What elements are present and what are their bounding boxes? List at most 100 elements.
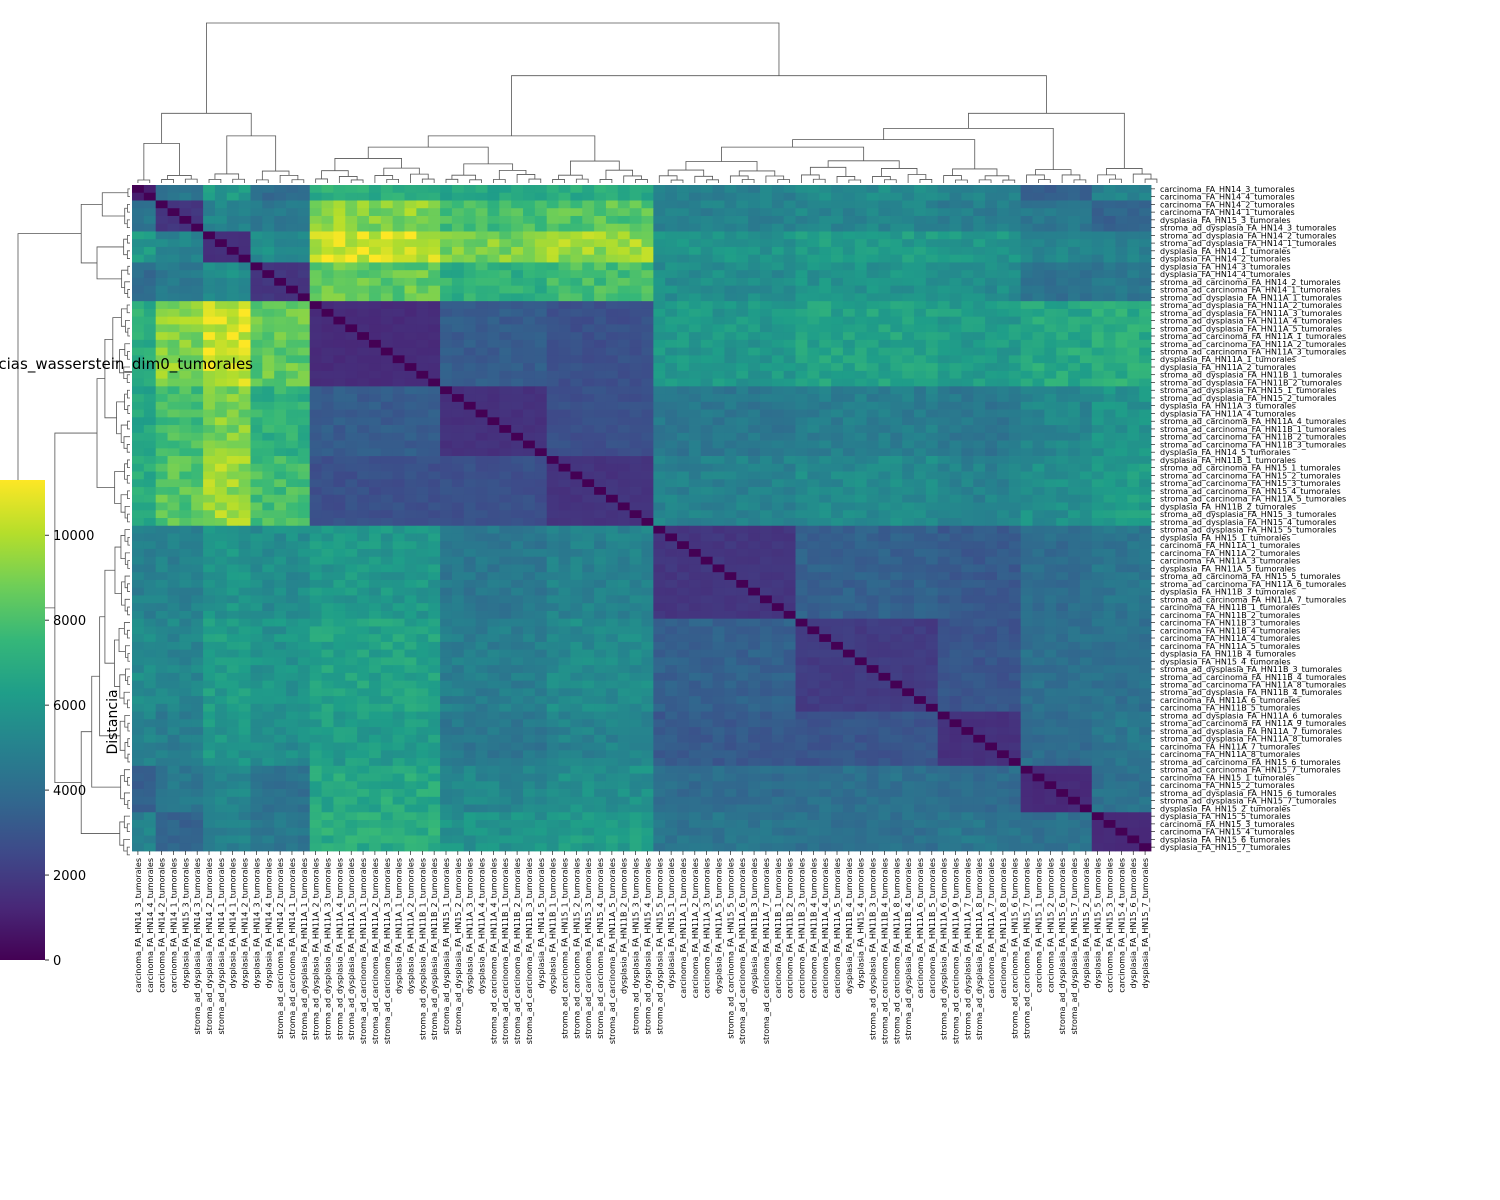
heatmap-cell: [392, 432, 405, 441]
heatmap-cell: [914, 231, 927, 240]
heatmap-cell: [534, 223, 548, 232]
heatmap-cell: [961, 603, 974, 612]
heatmap-cell: [842, 293, 856, 302]
heatmap-cell: [665, 301, 678, 310]
heatmap-cell: [286, 293, 299, 302]
heatmap-cell: [511, 215, 524, 225]
heatmap-cell: [937, 355, 950, 364]
heatmap-cell: [973, 370, 986, 379]
dendrogram-link: [120, 308, 128, 327]
heatmap-cell: [1008, 324, 1022, 333]
heatmap-cell: [925, 200, 939, 209]
heatmap-cell: [368, 231, 382, 240]
heatmap-cell: [1103, 471, 1116, 480]
heatmap-cell: [700, 510, 713, 519]
heatmap-cell: [1079, 332, 1093, 341]
heatmap-cell: [1079, 324, 1093, 333]
heatmap-cell: [748, 239, 761, 248]
heatmap-cell: [996, 254, 1010, 263]
heatmap-cell: [143, 394, 157, 403]
heatmap-cell: [914, 425, 927, 434]
heatmap-cell: [487, 262, 500, 271]
heatmap-cell: [665, 200, 678, 209]
heatmap-cell: [534, 324, 548, 333]
heatmap-cell: [724, 556, 737, 565]
heatmap-cell: [582, 285, 595, 294]
heatmap-cell: [605, 448, 619, 457]
heatmap-cell: [866, 409, 879, 418]
dendrogram-link: [118, 627, 126, 652]
heatmap-cell: [309, 471, 322, 480]
heatmap-cell: [191, 185, 204, 194]
heatmap-cell: [155, 448, 168, 457]
heatmap-cell: [309, 417, 322, 426]
heatmap-cell: [1020, 270, 1033, 279]
heatmap-cell: [937, 432, 950, 441]
heatmap-cell: [167, 239, 180, 248]
heatmap-cell: [961, 595, 974, 604]
heatmap-cell: [191, 363, 204, 372]
heatmap-cell: [973, 394, 986, 403]
heatmap-cell: [404, 277, 417, 287]
heatmap-cell: [226, 208, 240, 217]
heatmap-cell: [1091, 363, 1105, 372]
heatmap-cell: [759, 239, 773, 248]
heatmap-cell: [783, 200, 796, 209]
heatmap-cell: [534, 409, 548, 418]
heatmap-cell: [1091, 316, 1105, 325]
heatmap-cell: [1079, 425, 1093, 434]
heatmap-cell: [451, 587, 465, 596]
heatmap-cell: [985, 564, 998, 573]
heatmap-cell: [700, 200, 713, 209]
heatmap-cell: [1008, 417, 1022, 426]
heatmap-cell: [167, 231, 180, 240]
heatmap-cell: [842, 185, 856, 194]
heatmap-cell: [688, 518, 702, 527]
heatmap-cell: [191, 262, 204, 271]
heatmap-cell: [286, 262, 299, 271]
heatmap-cell: [297, 471, 311, 480]
heatmap-cell: [1044, 448, 1057, 457]
heatmap-cell: [262, 595, 275, 604]
heatmap-cell: [854, 254, 868, 263]
heatmap-cell: [226, 564, 240, 573]
heatmap-cell: [333, 386, 346, 395]
heatmap-cell: [1139, 487, 1152, 496]
heatmap-cell: [854, 394, 868, 403]
heatmap-cell: [392, 223, 405, 232]
heatmap-cell: [1115, 448, 1128, 457]
heatmap-cell: [688, 347, 702, 356]
heatmap-cell: [996, 572, 1010, 581]
heatmap-cell: [807, 432, 820, 441]
heatmap-cell: [297, 285, 311, 294]
heatmap-cell: [771, 208, 785, 217]
heatmap-cell: [605, 363, 619, 372]
heatmap-cell: [961, 518, 974, 527]
heatmap-cell: [333, 208, 346, 217]
heatmap-cell: [831, 556, 844, 565]
heatmap-cell: [297, 579, 311, 589]
heatmap-cell: [451, 270, 465, 279]
heatmap-cell: [783, 518, 796, 527]
heatmap-cell: [155, 277, 168, 287]
heatmap-cell: [321, 324, 334, 333]
heatmap-cell: [463, 215, 477, 225]
heatmap-cell: [1139, 200, 1152, 209]
heatmap-cell: [819, 556, 832, 565]
heatmap-cell: [961, 208, 974, 217]
heatmap-cell: [274, 254, 287, 263]
heatmap-cell: [1044, 587, 1057, 596]
heatmap-cell: [996, 208, 1010, 217]
heatmap-cell: [214, 285, 228, 294]
heatmap-cell: [226, 347, 240, 356]
heatmap-cell: [286, 254, 299, 263]
heatmap-cell: [191, 564, 204, 573]
heatmap-cell: [523, 541, 536, 550]
heatmap-cell: [179, 347, 192, 356]
heatmap-cell: [191, 548, 204, 558]
heatmap-cell: [688, 200, 702, 209]
heatmap-cell: [985, 448, 998, 457]
heatmap-cell: [357, 293, 370, 302]
heatmap-cell: [214, 324, 228, 333]
dendrogram-link: [667, 169, 705, 177]
